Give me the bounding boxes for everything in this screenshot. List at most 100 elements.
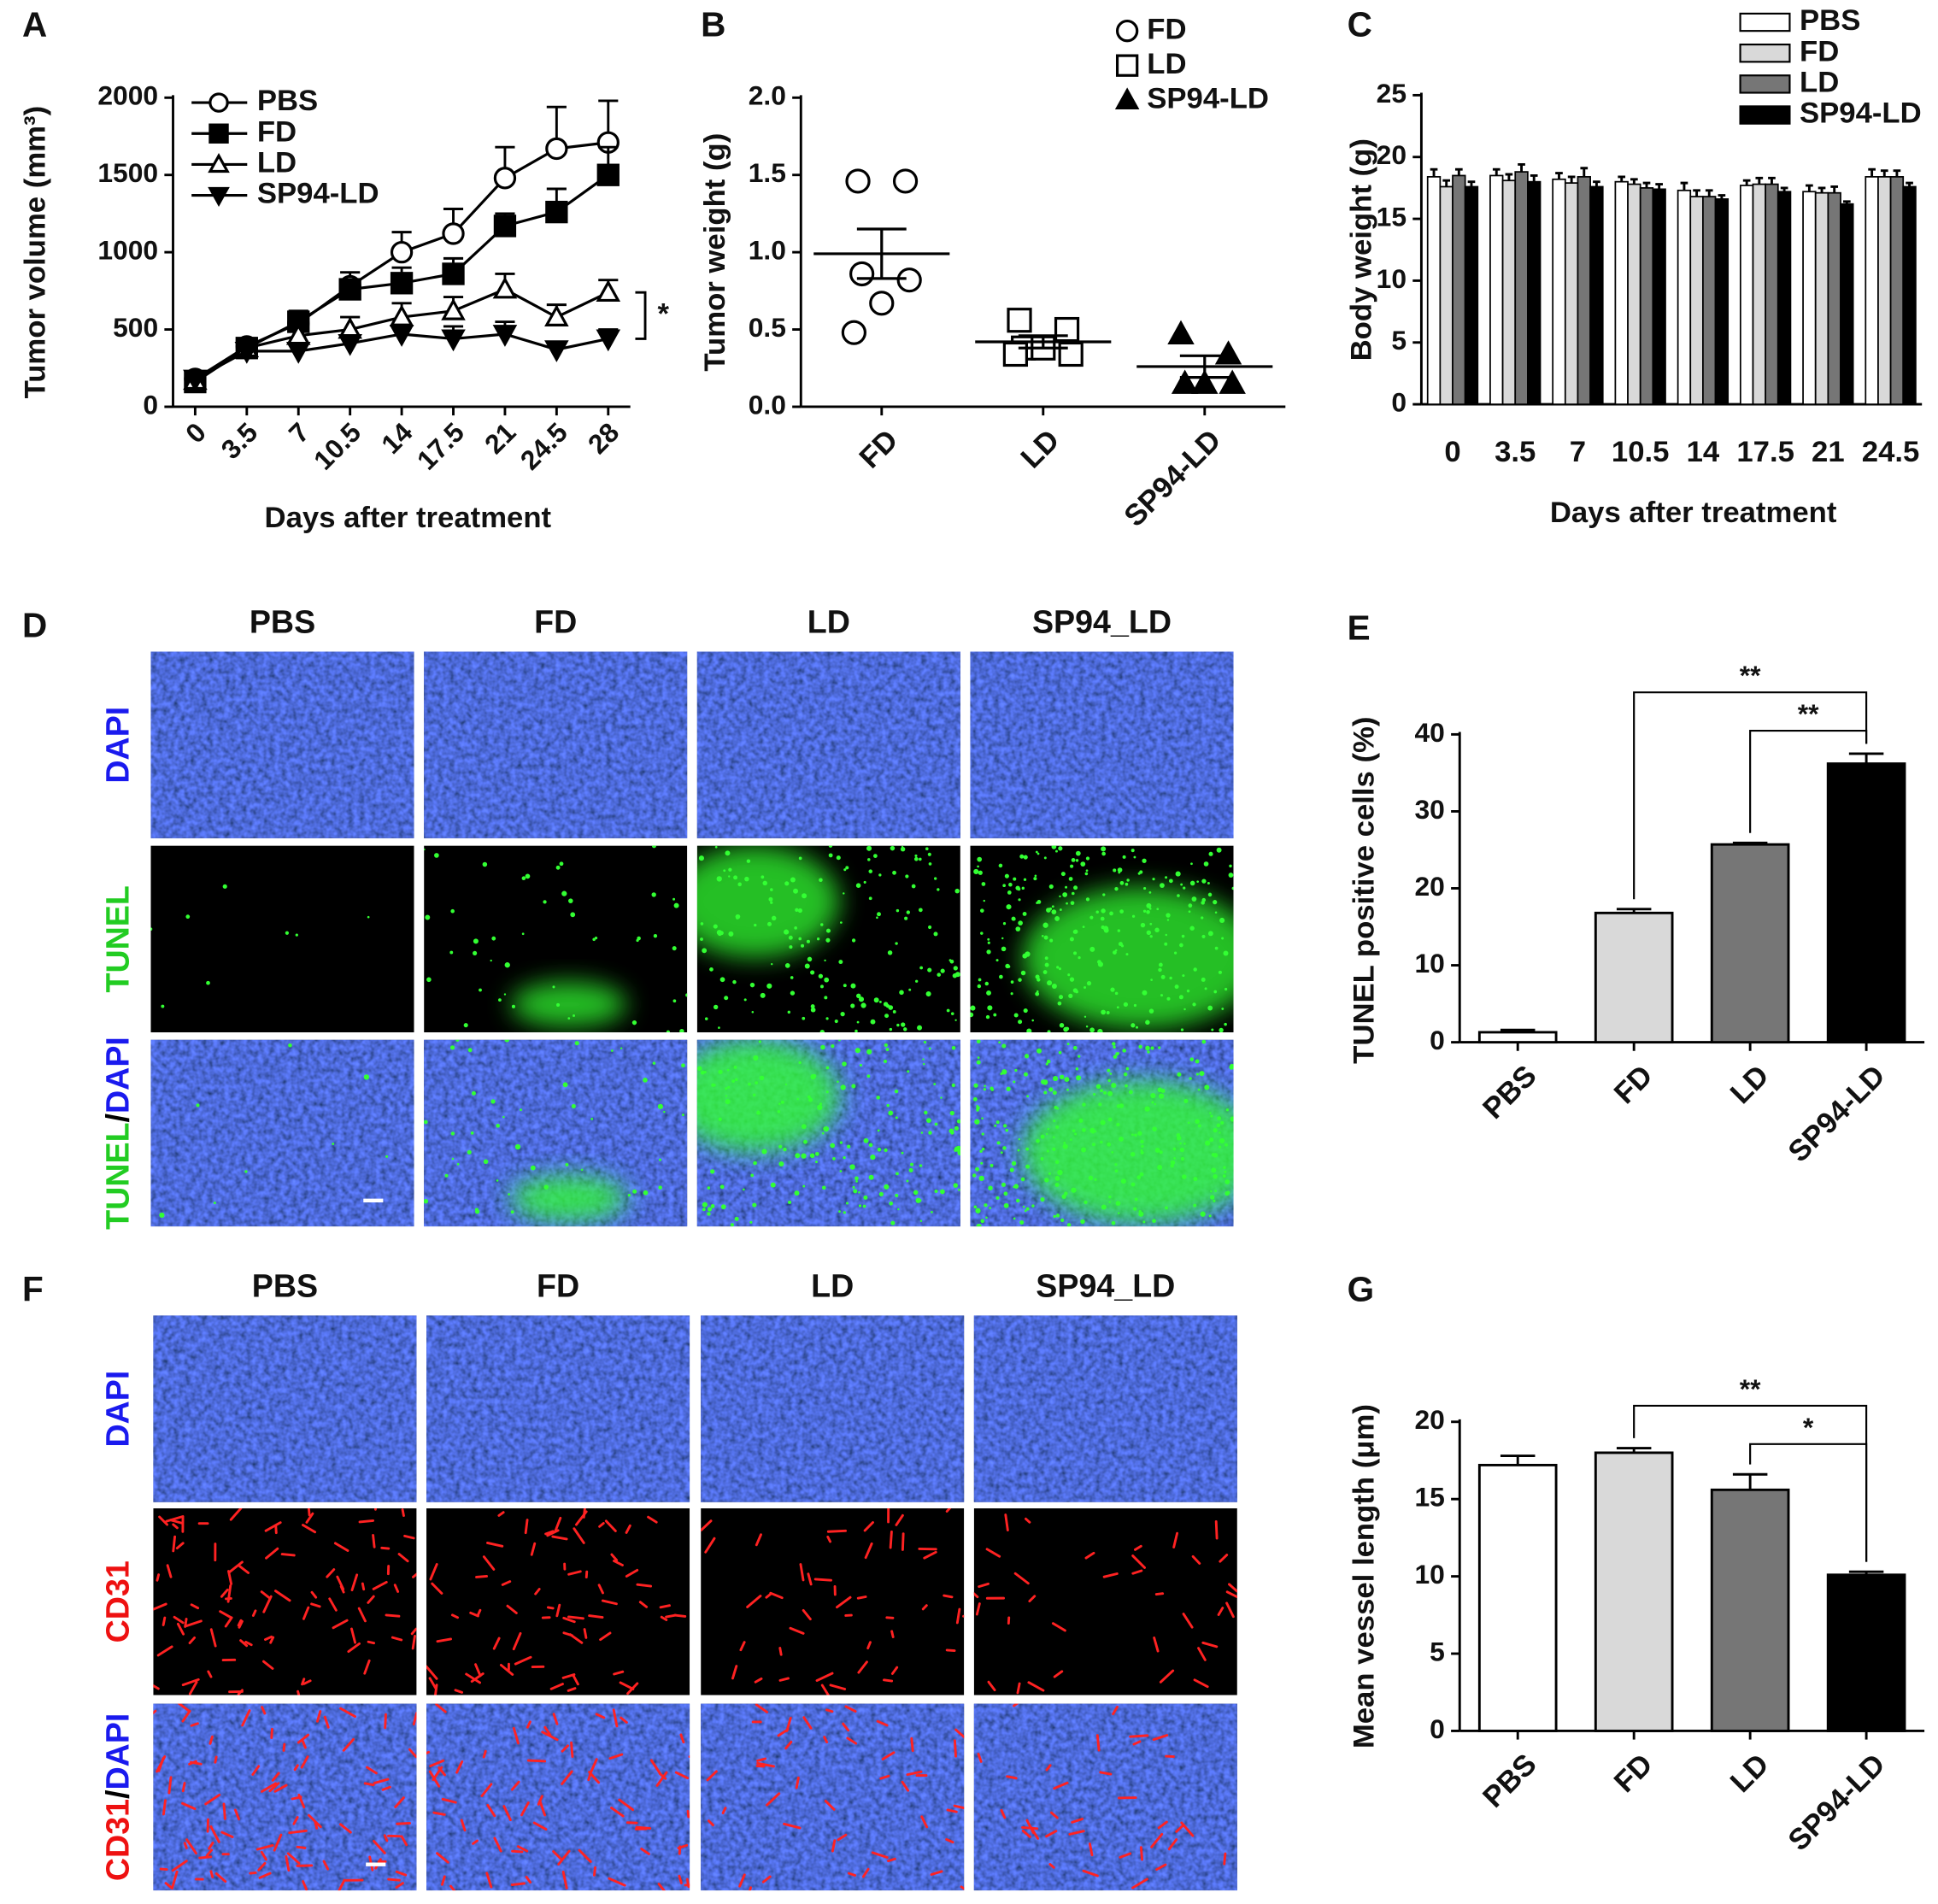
- vessel-stain: [678, 1874, 683, 1884]
- stain-dot: [1208, 1214, 1212, 1218]
- stain-dot: [1182, 1174, 1187, 1179]
- vessel-stain: [497, 1511, 505, 1517]
- micrograph: [696, 845, 960, 1033]
- stain-dot: [1214, 911, 1218, 914]
- stain-dot: [725, 850, 731, 856]
- dapi-texture: [970, 651, 1234, 838]
- bar: [1689, 196, 1704, 405]
- stain-dot: [456, 1162, 460, 1166]
- error-bar: [1505, 173, 1513, 181]
- legend-swatch: [1739, 74, 1791, 94]
- stain-dot: [761, 1149, 767, 1155]
- stain-dot: [1101, 908, 1106, 914]
- stain-dot: [698, 855, 704, 861]
- marker: [493, 167, 517, 190]
- stain-dot: [892, 870, 896, 875]
- stain-dot: [681, 1063, 685, 1068]
- legend-swatch: [1739, 43, 1791, 63]
- vessel-stain: [1153, 1637, 1160, 1653]
- stain-dot: [679, 1029, 684, 1033]
- vessel-stain: [561, 1744, 569, 1753]
- vessel-stain: [1197, 1647, 1207, 1661]
- legend-label: LD: [257, 147, 297, 179]
- stain-dot: [449, 1045, 455, 1050]
- vessel-stain: [1045, 1830, 1058, 1838]
- stain-dot: [1183, 1008, 1186, 1011]
- micrograph-base: [973, 1508, 1237, 1695]
- stain-dot: [863, 880, 866, 884]
- stain-dot: [843, 984, 847, 988]
- vessel-stain: [171, 1870, 179, 1889]
- vessel-stain: [511, 1849, 524, 1854]
- dapi-texture: [701, 1703, 965, 1891]
- stain-dot: [1026, 1028, 1032, 1033]
- stain-dot: [933, 1083, 937, 1085]
- stain-dot: [836, 855, 841, 861]
- vessel-stain: [945, 1648, 956, 1652]
- stain-dot: [987, 1005, 993, 1011]
- stain-dot: [1147, 1050, 1150, 1054]
- stain-dot: [761, 875, 765, 879]
- vessel-stain: [485, 1872, 493, 1889]
- vessel-stain: [1139, 1846, 1143, 1861]
- stain-dot: [1043, 935, 1048, 940]
- stain-dot: [1159, 1150, 1163, 1155]
- row-label-part: /: [99, 1113, 135, 1122]
- marker: [338, 333, 362, 356]
- stain-dot: [754, 923, 757, 927]
- vessel-stain: [264, 1521, 282, 1532]
- error-bar: [1567, 175, 1576, 184]
- stain-dot: [1201, 934, 1206, 938]
- stain-dot: [868, 1174, 874, 1180]
- y-tick-label: 0.5: [749, 312, 786, 343]
- y-tick-label: 0.0: [749, 389, 786, 420]
- vessel-stain: [262, 1660, 274, 1670]
- stain-dot: [808, 1097, 813, 1102]
- marker: [1171, 369, 1199, 394]
- stain-dot: [901, 1151, 904, 1155]
- vessel-stain: [538, 1800, 547, 1817]
- stain-dot: [1044, 962, 1049, 967]
- stain-dot: [571, 1103, 576, 1109]
- vessel-stain: [704, 1537, 716, 1554]
- stain-dot: [637, 936, 641, 941]
- stain-dot: [1197, 1124, 1201, 1128]
- stain-dot: [1055, 1125, 1060, 1129]
- stain-dot: [1152, 878, 1155, 881]
- vessel-stain: [510, 1780, 520, 1791]
- bar: [1677, 189, 1692, 405]
- stain-dot: [866, 1074, 871, 1078]
- bar: [1464, 185, 1479, 405]
- stain-dot: [1122, 1049, 1126, 1053]
- stain-dot: [1178, 995, 1183, 1000]
- stain-dot: [1218, 970, 1222, 974]
- vessel-stain: [1150, 1832, 1164, 1848]
- column-label: SP94_LD: [1032, 604, 1172, 640]
- significance-label: **: [1798, 698, 1819, 729]
- vessel-stain: [1131, 1554, 1146, 1569]
- x-tick-label: 0: [179, 416, 212, 449]
- vessel-stain: [226, 1584, 232, 1603]
- vessel-stain: [813, 1578, 832, 1582]
- stain-dot: [778, 1144, 783, 1149]
- vessel-stain: [921, 1604, 928, 1611]
- vessel-stain: [220, 1831, 234, 1839]
- stain-dot: [1204, 987, 1207, 990]
- vessel-stain: [962, 1614, 965, 1618]
- stain-dot: [1180, 1156, 1185, 1161]
- stain-dot: [873, 997, 879, 1003]
- vessel-stain: [261, 1706, 267, 1715]
- vessel-stain: [825, 1708, 834, 1713]
- stain-dot: [521, 876, 526, 881]
- marker: [441, 329, 466, 352]
- x-tick-label: 7: [283, 416, 315, 449]
- stain-dot: [1055, 1107, 1060, 1110]
- stain-dot: [867, 858, 871, 861]
- stain-dot: [899, 990, 904, 996]
- vessel-stain: [815, 1672, 834, 1682]
- vessel-stain: [1155, 1863, 1167, 1872]
- vessel-stain: [552, 1713, 559, 1725]
- stain-dot: [508, 1193, 510, 1196]
- vessel-stain: [441, 1797, 457, 1804]
- legend-label: FD: [257, 115, 297, 148]
